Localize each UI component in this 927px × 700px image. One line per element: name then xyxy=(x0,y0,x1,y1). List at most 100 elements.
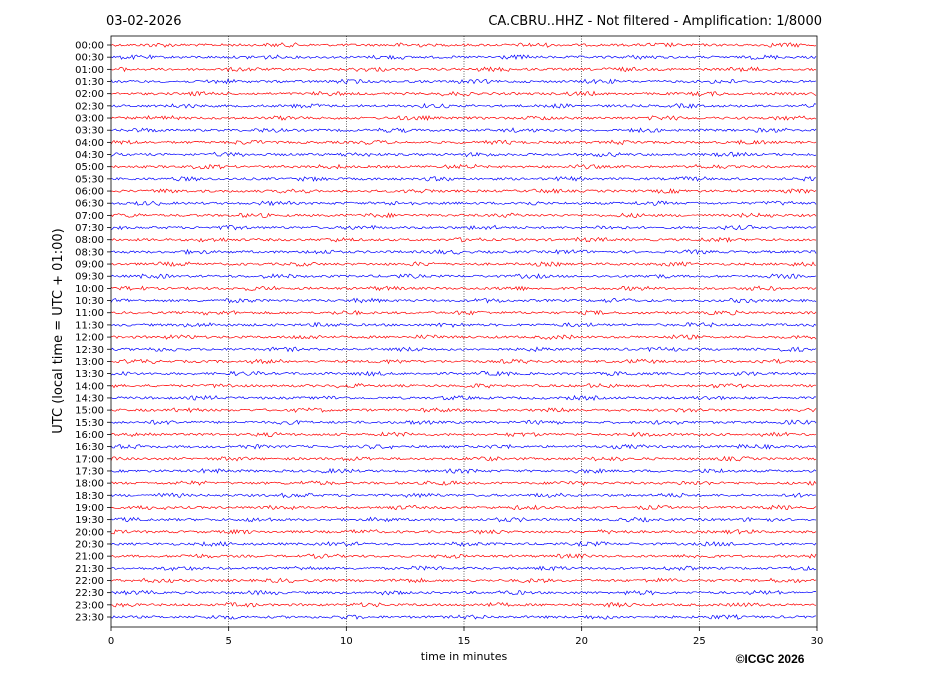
trace xyxy=(110,54,817,61)
trace xyxy=(110,443,817,450)
y-tick-label: 05:30 xyxy=(75,174,104,185)
y-tick-label: 12:30 xyxy=(75,345,104,356)
trace xyxy=(110,467,817,474)
trace xyxy=(110,528,817,535)
trace xyxy=(110,297,817,304)
y-tick-label: 09:30 xyxy=(75,272,104,283)
trace xyxy=(110,321,817,328)
copyright: ©ICGC 2026 xyxy=(736,652,805,666)
y-tick-label: 16:30 xyxy=(75,442,104,453)
trace xyxy=(110,66,817,73)
trace xyxy=(110,151,817,158)
trace xyxy=(110,358,817,365)
trace xyxy=(110,224,817,231)
trace xyxy=(110,309,817,316)
trace xyxy=(110,127,817,134)
y-tick-label: 03:30 xyxy=(75,126,104,137)
trace xyxy=(110,90,817,97)
y-tick-label: 13:00 xyxy=(75,357,104,368)
trace xyxy=(110,273,817,280)
x-tick-label: 25 xyxy=(693,636,706,647)
y-tick-label: 08:00 xyxy=(75,235,104,246)
y-tick-label: 07:00 xyxy=(75,211,104,222)
trace xyxy=(110,139,817,146)
x-tick-label: 15 xyxy=(458,636,471,647)
y-tick-label: 20:00 xyxy=(75,527,104,538)
chart-date: 03-02-2026 xyxy=(106,14,182,29)
y-tick-label: 03:00 xyxy=(75,114,104,125)
y-tick-label: 01:30 xyxy=(75,77,104,88)
y-tick-label: 06:30 xyxy=(75,199,104,210)
y-tick-label: 18:00 xyxy=(75,479,104,490)
trace xyxy=(110,115,817,121)
trace xyxy=(110,480,817,486)
y-tick-label: 04:00 xyxy=(75,138,104,149)
trace xyxy=(110,370,817,377)
y-tick-label: 00:00 xyxy=(75,41,104,52)
x-axis-label: time in minutes xyxy=(421,650,508,663)
y-tick-label: 18:30 xyxy=(75,491,104,502)
trace xyxy=(110,102,817,109)
y-tick-label: 13:30 xyxy=(75,369,104,380)
trace xyxy=(110,553,817,559)
trace xyxy=(110,419,817,426)
trace xyxy=(110,565,817,572)
y-tick-label: 23:30 xyxy=(75,613,104,624)
y-tick-label: 19:30 xyxy=(75,515,104,526)
y-tick-label: 11:30 xyxy=(75,320,104,331)
y-tick-label: 19:00 xyxy=(75,503,104,514)
trace xyxy=(110,504,817,511)
y-tick-label: 15:00 xyxy=(75,406,104,417)
plot-frame xyxy=(110,35,818,628)
y-tick-label: 04:30 xyxy=(75,150,104,161)
chart-title: CA.CBRU..HHZ - Not filtered - Amplificat… xyxy=(488,14,822,29)
y-tick-label: 07:30 xyxy=(75,223,104,234)
y-tick-label: 01:00 xyxy=(75,65,104,76)
trace xyxy=(110,42,817,48)
trace xyxy=(110,346,817,353)
y-tick-label: 14:00 xyxy=(75,381,104,392)
x-tick-label: 5 xyxy=(225,636,231,647)
y-tick-label: 00:30 xyxy=(75,53,104,64)
trace xyxy=(110,394,817,401)
trace xyxy=(110,540,817,547)
x-tick-label: 10 xyxy=(340,636,353,647)
trace xyxy=(110,175,817,182)
x-tick-label: 30 xyxy=(811,636,824,647)
trace xyxy=(110,455,817,462)
y-tick-label: 15:30 xyxy=(75,418,104,429)
y-tick-label: 02:30 xyxy=(75,101,104,112)
y-tick-label: 10:30 xyxy=(75,296,104,307)
y-tick-label: 05:00 xyxy=(75,162,104,173)
trace xyxy=(110,431,817,438)
y-tick-label: 17:00 xyxy=(75,454,104,465)
trace xyxy=(110,334,817,340)
trace xyxy=(110,492,816,499)
trace xyxy=(110,200,817,207)
y-tick-label: 09:00 xyxy=(75,260,104,271)
y-tick-label: 23:00 xyxy=(75,600,104,611)
trace xyxy=(110,285,817,292)
y-tick-label: 06:00 xyxy=(75,187,104,198)
y-tick-label: 11:00 xyxy=(75,308,104,319)
trace xyxy=(111,188,817,195)
y-tick-label: 21:00 xyxy=(75,552,104,563)
trace xyxy=(110,382,817,389)
y-tick-label: 21:30 xyxy=(75,564,104,575)
x-tick-label: 20 xyxy=(575,636,588,647)
trace xyxy=(110,601,817,608)
y-tick-label: 16:00 xyxy=(75,430,104,441)
trace xyxy=(110,407,817,413)
trace xyxy=(110,614,817,620)
y-tick-label: 08:30 xyxy=(75,247,104,258)
trace xyxy=(110,261,817,267)
trace xyxy=(110,577,817,584)
trace xyxy=(110,248,817,255)
y-tick-label: 17:30 xyxy=(75,466,104,477)
y-tick-label: 12:00 xyxy=(75,333,104,344)
y-tick-label: 22:00 xyxy=(75,576,104,587)
y-tick-label: 20:30 xyxy=(75,539,104,550)
trace xyxy=(110,212,817,219)
y-tick-label: 14:30 xyxy=(75,393,104,404)
trace xyxy=(110,516,817,523)
